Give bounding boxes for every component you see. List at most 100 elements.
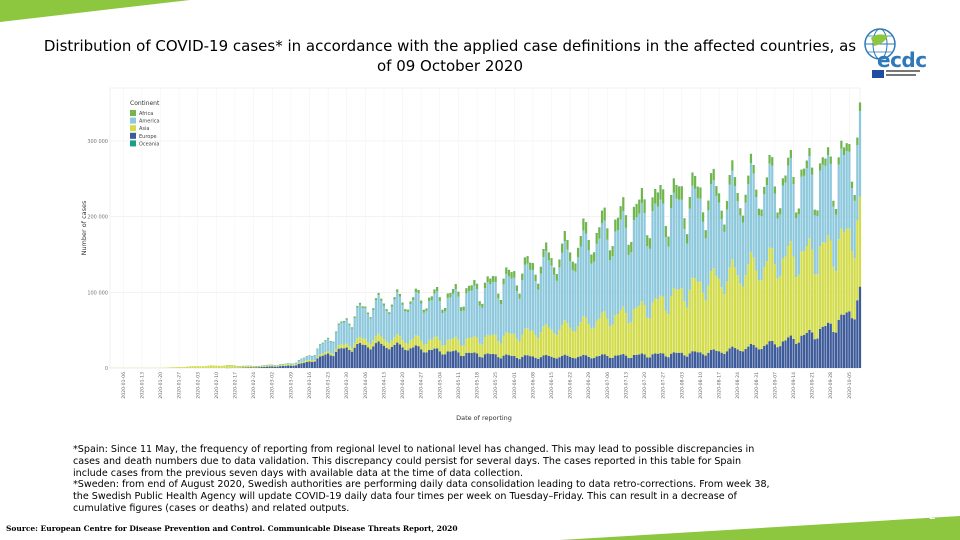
bar-africa xyxy=(789,150,792,159)
bar-europe xyxy=(715,350,718,368)
bar-america xyxy=(409,304,412,341)
bar-africa xyxy=(808,148,811,157)
x-tick-label: 2020-06-15 xyxy=(549,372,555,399)
bar-asia xyxy=(334,348,338,352)
bar-europe xyxy=(513,356,516,368)
bar-africa xyxy=(845,143,848,152)
bar-asia xyxy=(175,367,178,368)
bar-africa xyxy=(489,278,492,285)
bar-europe xyxy=(803,334,806,368)
bar-asia xyxy=(382,339,386,346)
bar-america xyxy=(441,313,444,346)
bar-asia xyxy=(757,280,761,350)
bar-america xyxy=(688,208,691,290)
bar-africa xyxy=(385,309,388,312)
bar-europe xyxy=(701,354,705,368)
bar-asia xyxy=(678,289,681,353)
bar-asia xyxy=(292,364,295,366)
bar-asia xyxy=(853,258,856,320)
bar-africa xyxy=(752,165,755,174)
bar-africa xyxy=(579,236,582,247)
bar-africa xyxy=(592,252,596,262)
bar-america xyxy=(396,292,399,334)
bar-europe xyxy=(614,355,617,368)
bar-africa xyxy=(781,178,784,186)
bar-africa xyxy=(712,169,715,181)
bar-asia xyxy=(428,340,431,350)
bar-europe xyxy=(284,365,287,368)
bar-america xyxy=(499,304,503,344)
bar-asia xyxy=(856,220,859,301)
bar-africa xyxy=(675,185,678,199)
bar-africa xyxy=(374,298,378,301)
bar-europe xyxy=(436,348,439,368)
chart-bars xyxy=(108,102,862,369)
bar-asia xyxy=(709,271,713,351)
bar-africa xyxy=(837,157,840,165)
bar-america xyxy=(858,111,862,197)
bar-africa xyxy=(691,172,694,186)
bar-europe xyxy=(598,355,601,368)
bar-africa xyxy=(358,303,362,305)
bar-america xyxy=(574,271,577,332)
bar-africa xyxy=(494,276,497,283)
bar-europe xyxy=(811,332,814,368)
bar-asia xyxy=(787,245,790,338)
bar-asia xyxy=(220,365,223,368)
bar-africa xyxy=(701,212,705,222)
bar-europe xyxy=(646,357,649,368)
bar-europe xyxy=(334,351,338,368)
bar-america xyxy=(462,310,465,346)
bar-america xyxy=(539,273,542,333)
bar-europe xyxy=(428,349,431,368)
bar-america xyxy=(465,293,468,339)
bar-asia xyxy=(481,344,484,358)
bar-asia xyxy=(555,335,558,359)
bar-america xyxy=(545,251,548,324)
slide-title: Distribution of COVID-19 cases* in accor… xyxy=(43,37,857,75)
bar-asia xyxy=(212,365,215,368)
bar-asia xyxy=(646,317,649,358)
bar-asia xyxy=(217,365,221,368)
bar-america xyxy=(422,312,425,345)
bar-america xyxy=(377,295,380,334)
bar-america xyxy=(587,250,590,324)
bar-europe xyxy=(348,350,351,368)
bar-america xyxy=(856,145,859,221)
bar-america xyxy=(683,228,686,302)
bar-asia xyxy=(425,344,428,353)
bar-africa xyxy=(696,186,699,199)
bar-europe xyxy=(561,355,564,368)
bar-america xyxy=(675,198,678,290)
bar-africa xyxy=(632,207,636,221)
bar-asia xyxy=(451,338,455,352)
bar-europe xyxy=(441,354,444,368)
bar-america xyxy=(699,198,702,282)
bar-asia xyxy=(473,335,476,353)
bar-europe xyxy=(683,355,686,368)
bar-america xyxy=(478,305,481,344)
bar-europe xyxy=(712,349,715,368)
bar-africa xyxy=(826,147,830,155)
bar-europe xyxy=(398,344,402,368)
bar-europe xyxy=(406,350,409,368)
bar-europe xyxy=(326,353,330,368)
bar-africa xyxy=(449,292,452,298)
legend-entry-africa: Africa xyxy=(139,111,153,117)
bar-america xyxy=(558,267,561,331)
bar-africa xyxy=(457,291,460,297)
bar-america xyxy=(789,158,792,242)
bar-asia xyxy=(553,332,556,358)
bar-europe xyxy=(451,351,455,368)
bar-africa xyxy=(768,155,771,164)
bar-europe xyxy=(813,339,816,368)
x-tick-label: 2020-06-08 xyxy=(530,372,536,399)
bar-africa xyxy=(451,289,455,294)
bar-europe xyxy=(848,311,851,368)
bar-asia xyxy=(717,278,721,352)
bar-america xyxy=(451,293,455,339)
bar-asia xyxy=(659,295,662,354)
y-tick-label: 300 000 xyxy=(87,139,108,145)
bar-asia xyxy=(561,324,564,356)
